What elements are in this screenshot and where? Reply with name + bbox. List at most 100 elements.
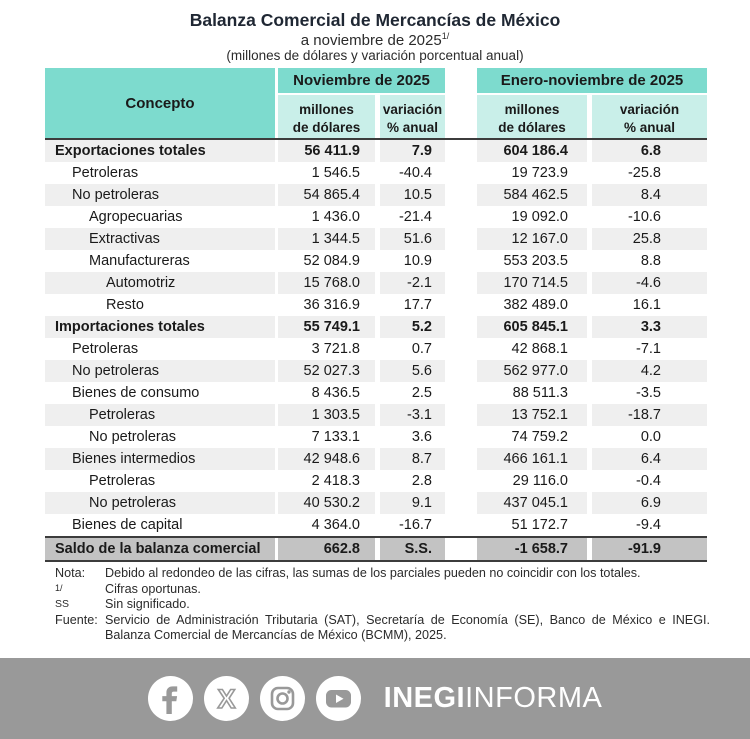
concepto-cell: Manufactureras: [89, 253, 190, 269]
value-cell: 51 172.7: [511, 517, 568, 533]
footnote-text: Debido al redondeo de las cifras, las su…: [105, 566, 641, 580]
concepto-cell: Automotriz: [45, 272, 275, 294]
table-row: Manufactureras 52 084.9 10.9 553 203.5 8.8: [45, 250, 707, 272]
instagram-icon[interactable]: [259, 676, 305, 721]
table-row-total: Saldo de la balanza comercial 662.8 S.S.…: [45, 538, 707, 560]
table-row: No petroleras 7 133.1 3.6 74 759.2 0.0: [45, 426, 707, 448]
value-cell: -18.7: [592, 404, 707, 426]
footnote-label: SS: [55, 598, 70, 610]
facebook-icon[interactable]: [147, 676, 193, 721]
value-cell: -25.8: [627, 165, 661, 181]
footnote-label: Fuente:: [55, 612, 98, 627]
table-row: Agropecuarias 1 436.0 -21.4 19 092.0 -10.6: [45, 206, 707, 228]
value-cell: 2.8: [411, 473, 432, 489]
concepto-cell: Importaciones totales: [45, 316, 275, 338]
value-cell: 466 161.1: [477, 448, 587, 470]
value-cell: 8.8: [640, 253, 661, 269]
concepto-cell: No petroleras: [45, 492, 275, 514]
value-cell: S.S.: [380, 538, 445, 560]
value-cell: 40 530.2: [278, 492, 375, 514]
youtube-icon[interactable]: [315, 676, 361, 721]
table-row: No petroleras 54 865.4 10.5 584 462.5 8.4: [45, 184, 707, 206]
period-header-noviembre: Noviembre de 2025: [278, 68, 445, 93]
value-cell: 2 418.3: [311, 473, 360, 489]
value-cell: 15 768.0: [278, 272, 375, 294]
value-cell: 8 436.5: [311, 385, 360, 401]
table-row: Petroleras 2 418.3 2.8 29 116.0 -0.4: [45, 470, 707, 492]
value-cell: 54 865.4: [278, 184, 375, 206]
value-cell: 1 436.0: [311, 209, 360, 225]
value-cell: 662.8: [278, 538, 375, 560]
value-cell: 0.0: [640, 429, 661, 445]
value-cell: 42 948.6: [278, 448, 375, 470]
concepto-cell: Exportaciones totales: [45, 140, 275, 162]
concepto-cell: Bienes de consumo: [72, 385, 200, 401]
concepto-cell: Bienes intermedios: [45, 448, 275, 470]
value-cell: 6.8: [592, 140, 707, 162]
footnote-row: 1/Cifras oportunas.: [55, 582, 715, 598]
value-cell: 382 489.0: [503, 297, 568, 313]
value-cell: 6.9: [592, 492, 707, 514]
value-cell: 562 977.0: [477, 360, 587, 382]
value-cell: 25.8: [592, 228, 707, 250]
value-cell: 4.2: [592, 360, 707, 382]
value-cell: 8.7: [380, 448, 445, 470]
value-cell: 1 344.5: [278, 228, 375, 250]
table-row: Petroleras 1 546.5 -40.4 19 723.9 -25.8: [45, 162, 707, 184]
footnote-label: Nota:: [55, 566, 86, 580]
table-row: Bienes de consumo 8 436.5 2.5 88 511.3 -3.5: [45, 382, 707, 404]
value-cell: 10.5: [380, 184, 445, 206]
value-cell: 5.6: [380, 360, 445, 382]
value-cell: 3.6: [411, 429, 432, 445]
concepto-header-cell: Concepto: [45, 68, 275, 138]
period-header-enero-noviembre: Enero-noviembre de 2025: [477, 68, 707, 93]
footer-bar: X INEGIINFORMA: [0, 658, 750, 739]
value-cell: -0.4: [636, 473, 661, 489]
x-icon[interactable]: X: [203, 676, 249, 721]
concepto-cell: No petroleras: [45, 184, 275, 206]
footnote-label: 1/: [55, 582, 63, 593]
table-row: No petroleras 40 530.2 9.1 437 045.1 6.9: [45, 492, 707, 514]
value-cell: 605 845.1: [477, 316, 587, 338]
footnote-text: Sin significado.: [105, 597, 190, 611]
value-cell: 584 462.5: [477, 184, 587, 206]
table-row: Petroleras 1 303.5 -3.1 13 752.1 -18.7: [45, 404, 707, 426]
concepto-cell: Agropecuarias: [89, 209, 183, 225]
subheader-millones-nov: millones de dólares: [278, 95, 375, 138]
table-row: Importaciones totales 55 749.1 5.2 605 845.…: [45, 316, 707, 338]
value-cell: 12 167.0: [477, 228, 587, 250]
value-cell: 7 133.1: [311, 429, 360, 445]
value-cell: 1 546.5: [311, 165, 360, 181]
value-cell: 604 186.4: [477, 140, 587, 162]
footnote-ref: 1/: [441, 31, 450, 41]
value-cell: 1 303.5: [278, 404, 375, 426]
value-cell: -4.6: [592, 272, 707, 294]
value-cell: -9.4: [636, 517, 661, 533]
table-header: Concepto Noviembre de 2025 Enero-noviemb…: [45, 68, 707, 138]
value-cell: 553 203.5: [503, 253, 568, 269]
concepto-cell: Petroleras: [45, 404, 275, 426]
svg-text:X: X: [217, 684, 235, 714]
value-cell: 3.3: [592, 316, 707, 338]
table-row: Bienes intermedios 42 948.6 8.7 466 161.1 6.…: [45, 448, 707, 470]
concepto-cell: Petroleras: [72, 341, 139, 357]
concepto-cell: Petroleras: [89, 473, 156, 489]
value-cell: 29 116.0: [512, 473, 568, 489]
value-cell: 19 092.0: [511, 209, 568, 225]
footnote-row: Nota: Debido al redondeo de las cifras, l…: [55, 566, 715, 582]
value-cell: 52 027.3: [278, 360, 375, 382]
concepto-cell: Bienes de capital: [72, 517, 183, 533]
table-row: Exportaciones totales 56 411.9 7.9 604 186.…: [45, 140, 707, 162]
value-cell: -2.1: [380, 272, 445, 294]
concepto-cell: Extractivas: [45, 228, 275, 250]
table-row: No petroleras 52 027.3 5.6 562 977.0 4.2: [45, 360, 707, 382]
value-cell: 5.2: [380, 316, 445, 338]
footnote-text: Cifras oportunas.: [105, 581, 201, 596]
footnote-text: Servicio de Administración Tributaria (S…: [105, 612, 710, 643]
total-label: Saldo de la balanza comercial: [45, 538, 275, 560]
value-cell: 16.1: [632, 297, 661, 313]
value-cell: 13 752.1: [477, 404, 587, 426]
value-cell: 7.9: [380, 140, 445, 162]
subheader-variacion-ene-nov: variación % anual: [592, 95, 707, 138]
